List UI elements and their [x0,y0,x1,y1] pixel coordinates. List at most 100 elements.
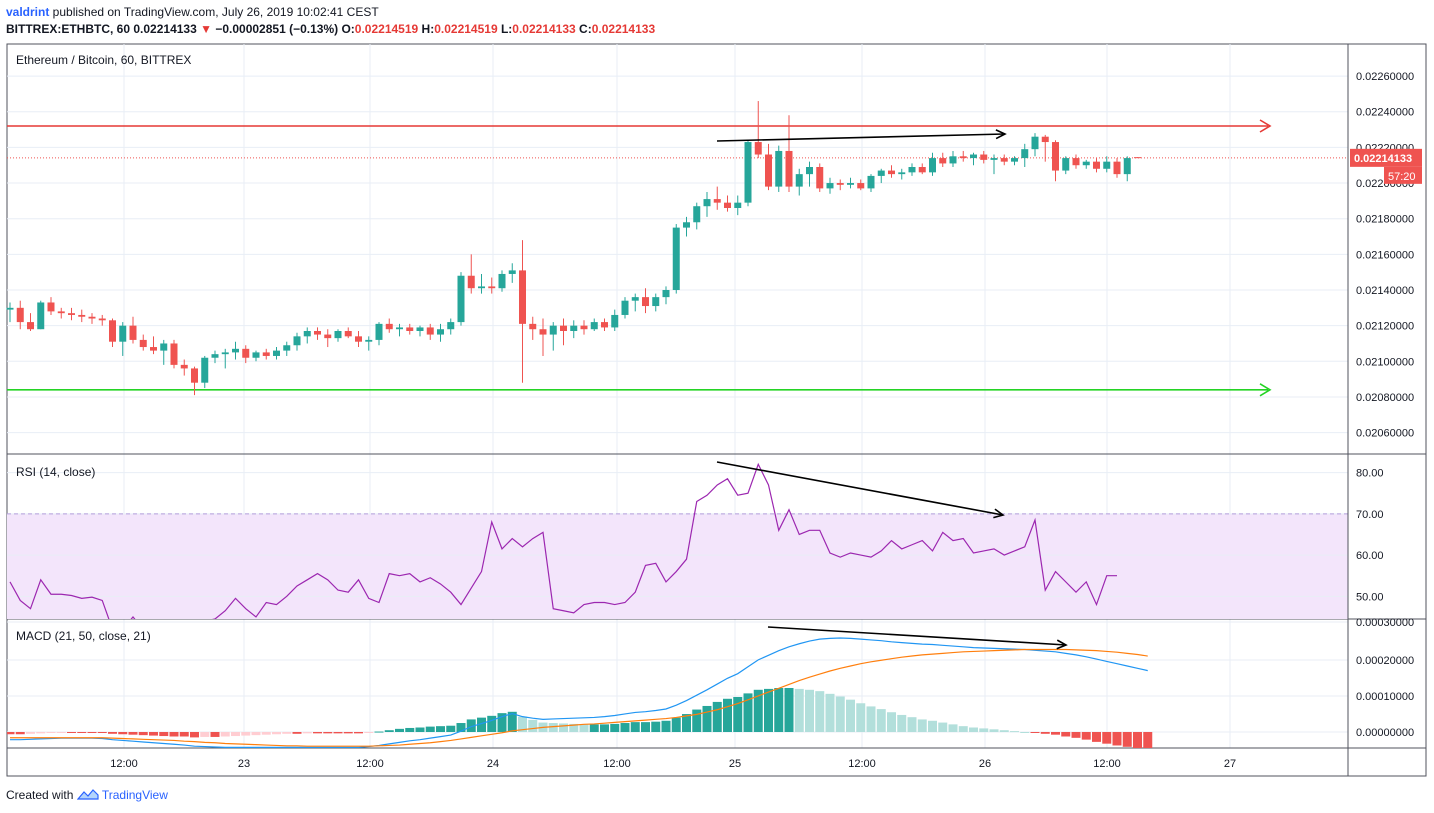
candle-up [447,322,455,330]
candle-down [1093,161,1100,169]
candle-up [847,183,854,185]
macd-histogram-bar [282,732,292,734]
candle-down [262,352,270,356]
macd-histogram-bar [671,717,681,732]
time-axis-tick-label: 12:00 [110,758,138,770]
macd-histogram-bar [56,732,66,733]
macd-histogram-bar [999,730,1009,732]
rsi-band [7,513,1348,619]
candle-down [27,322,34,330]
candle-up [744,142,752,203]
symbol-interval: BITTREX:ETHBTC, 60 [6,22,131,36]
macd-histogram-bar [1020,732,1030,733]
candle-down [16,307,24,323]
chart-frame [6,43,1427,777]
macd-histogram-bar [876,709,886,732]
macd-histogram-bar [77,732,87,733]
candle-up [806,167,813,175]
low-value: 0.02214133 [512,22,576,36]
macd-histogram-bar [928,720,937,732]
macd-histogram-bar [559,723,568,732]
price-axis-tick-label: 0.02100000 [1356,356,1414,368]
macd-histogram-bar [333,732,343,734]
macd-histogram-bar [1112,732,1122,746]
candle-down [959,156,967,159]
time-axis-tick-label: 27 [1224,758,1236,770]
rsi-pane-title: RSI (14, close) [16,465,95,479]
tradingview-brand-link[interactable]: TradingView [101,788,168,802]
candle-down [754,142,762,155]
macd-axis-tick-label: 0.00000000 [1356,727,1414,739]
price-trend-annotation-line [716,133,1006,142]
candle-up [1062,158,1070,171]
macd-histogram-bar [958,726,968,732]
macd-histogram-bar [446,725,456,732]
rsi-trend-annotation-line [716,461,1004,516]
close-label: C: [579,22,592,36]
macd-histogram-bar [477,717,486,732]
publish-line: valdrint published on TradingView.com, J… [6,5,379,19]
author-name[interactable]: valdrint [6,5,50,19]
candle-up [293,336,301,346]
candle-down [560,325,567,331]
time-axis-tick-label: 12:00 [848,758,876,770]
candle-up [908,167,916,173]
support-arrow-icon [1259,383,1272,397]
candle-up [1031,136,1039,150]
time-axis-tick-label: 12:00 [356,758,384,770]
macd-histogram-bar [251,732,261,736]
price-axis-tick-label: 0.02260000 [1356,71,1414,83]
macd-histogram-bar [231,732,240,737]
macd-histogram-bar [661,720,671,732]
high-value: 0.02214519 [434,22,498,36]
candle-down [406,327,414,331]
candle-down [1041,136,1049,143]
macd-trend-annotation-arrow-icon [1056,639,1068,650]
candle-up [549,325,557,335]
macd-histogram-bar [323,732,333,734]
macd-histogram-bar [774,688,784,732]
macd-histogram-bar [138,732,148,736]
macd-pane-title: MACD (21, 50, close, 21) [16,629,151,643]
candle-down [139,339,147,348]
macd-histogram-bar [46,732,56,733]
macd-histogram-bar [907,717,917,732]
rsi-axis-tick-label: 70.00 [1356,509,1384,521]
macd-histogram-bar [518,716,527,732]
macd-histogram-bar [620,723,630,732]
macd-histogram-bar [456,723,466,732]
macd-histogram-bar [7,732,15,735]
macd-histogram-bar [220,732,230,737]
macd-histogram-bar [630,722,640,732]
candle-up [478,286,485,289]
macd-histogram-bar [36,732,46,734]
candle-up [221,352,229,355]
candle-up [273,350,280,356]
candle-up [1103,161,1111,169]
candle-up [621,300,629,315]
candle-down [150,347,157,351]
candle-up [826,183,834,189]
macd-histogram-bar [805,689,814,732]
candle-up [1082,161,1090,166]
candle-down [519,270,526,324]
candle-up [396,327,403,330]
macd-histogram-bar [569,723,579,732]
open-label: O: [341,22,355,36]
down-arrow-icon: ▼ [200,22,212,36]
candle-up [508,270,516,274]
macd-histogram-bar [415,727,425,732]
open-value: 0.02214519 [354,22,419,36]
macd-histogram-bar [118,732,128,735]
price-pane-title: Ethereum / Bitcoin, 60, BITTREX [16,53,191,67]
macd-histogram-bar [1040,732,1050,734]
candle-down [1113,161,1121,175]
macd-histogram-bar [302,732,312,734]
candle-down [836,183,844,185]
candle-up [375,323,383,340]
signal-line [10,648,1148,747]
macd-histogram-bar [466,719,476,732]
macd-histogram-bar [589,724,599,732]
macd-histogram-bar [15,732,25,735]
